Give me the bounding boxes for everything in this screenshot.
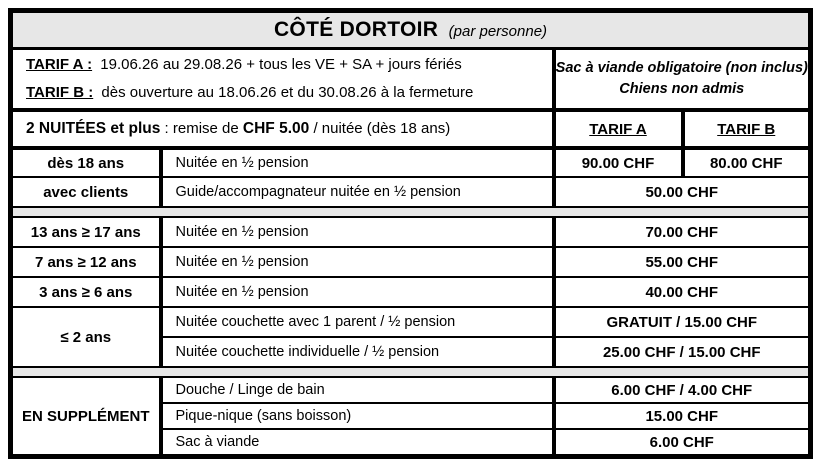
tarif-b-dates: dès ouverture au 18.06.26 et du 30.08.26… (101, 84, 474, 101)
discount-duration-label: 2 NUITÉES et plus (26, 120, 161, 137)
table-row-adults: dès 18 ans Nuitée en ½ pension 90.00 CHF… (9, 147, 812, 178)
section-separator (9, 366, 812, 378)
price-adult-tarif-a: 90.00 CHF (551, 147, 684, 178)
price-douche: 6.00 CHF / 4.00 CHF (551, 376, 812, 404)
row-label-3-6: 3 ans ≥ 6 ans (9, 276, 162, 308)
price-adult-tarif-b: 80.00 CHF (680, 147, 812, 178)
row-label-des-18-ans: dès 18 ans (9, 147, 162, 178)
price-3-6: 40.00 CHF (551, 276, 812, 308)
row-desc-guide: Guide/accompagnateur nuitée en ½ pension (158, 176, 555, 208)
row-desc-nuitee-adulte: Nuitée en ½ pension (158, 147, 555, 178)
tarif-a-header-text: TARIF A (589, 120, 647, 138)
title-row: CÔTÉ DORTOIR (par personne) (9, 9, 812, 50)
price-table-wrapper: CÔTÉ DORTOIR (par personne) TARIF A : 19… (8, 8, 813, 459)
row-label-avec-clients: avec clients (9, 176, 162, 208)
note-sac-a-viande: Sac à viande obligatoire (non inclus) (555, 60, 808, 76)
table-row-13-17: 13 ans ≥ 17 ans Nuitée en ½ pension 70.0… (9, 216, 812, 248)
table-row-toddler-parent: ≤ 2 ans Nuitée couchette avec 1 parent /… (9, 306, 812, 368)
row-desc-13-17: Nuitée en ½ pension (158, 216, 555, 248)
row-label-7-12: 7 ans ≥ 12 ans (9, 246, 162, 278)
page-title: CÔTÉ DORTOIR (par personne) (9, 9, 812, 50)
title-main-text: CÔTÉ DORTOIR (273, 18, 439, 41)
price-7-12: 55.00 CHF (551, 246, 812, 278)
row-desc-couchette-parent: Nuitée couchette avec 1 parent / ½ pensi… (158, 306, 555, 338)
row-label-2-ans: ≤ 2 ans (9, 306, 162, 368)
tariff-legend-cell: TARIF A : 19.06.26 au 29.08.26 + tous le… (9, 47, 555, 112)
dortoir-price-table: CÔTÉ DORTOIR (par personne) TARIF A : 19… (8, 8, 813, 459)
table-row-douche: EN SUPPLÉMENT Douche / Linge de bain 6.0… (9, 376, 812, 458)
discount-info-cell: 2 NUITÉES et plus : remise de CHF 5.00 /… (9, 109, 555, 150)
tarif-b-label: TARIF B : (26, 84, 94, 101)
conditions-note-cell: Sac à viande obligatoire (non inclus) Ch… (551, 47, 812, 112)
separator-band (9, 366, 812, 378)
title-suffix-text: (par personne) (448, 23, 548, 40)
tariff-legend-row: TARIF A : 19.06.26 au 29.08.26 + tous le… (9, 47, 812, 112)
price-guide: 50.00 CHF (551, 176, 812, 208)
discount-amount: CHF 5.00 (242, 120, 310, 137)
section-separator (9, 206, 812, 218)
tarif-a-label: TARIF A : (26, 56, 93, 73)
row-desc-pique-nique: Pique-nique (sans boisson) (158, 402, 555, 430)
price-sac-a-viande: 6.00 CHF (551, 428, 812, 458)
tarif-a-line: TARIF A : 19.06.26 au 29.08.26 + tous le… (13, 51, 552, 79)
row-label-en-supplement: EN SUPPLÉMENT (9, 376, 162, 458)
price-pique-nique: 15.00 CHF (551, 402, 812, 430)
price-couchette-individuelle: 25.00 CHF / 15.00 CHF (551, 336, 812, 368)
row-desc-sac-a-viande: Sac à viande (158, 428, 555, 458)
discount-tail-text: / nuitée (dès 18 ans) (313, 120, 451, 137)
price-couchette-parent: GRATUIT / 15.00 CHF (551, 306, 812, 338)
separator-band (9, 206, 812, 218)
tarif-a-column-header: TARIF A (551, 109, 684, 150)
table-row-guide: avec clients Guide/accompagnateur nuitée… (9, 176, 812, 208)
row-desc-7-12: Nuitée en ½ pension (158, 246, 555, 278)
tarif-b-line: TARIF B : dès ouverture au 18.06.26 et d… (13, 79, 552, 106)
note-chiens: Chiens non admis (619, 81, 745, 97)
tarif-a-dates: 19.06.26 au 29.08.26 + tous les VE + SA … (100, 56, 462, 73)
discount-mid-text: : remise de (164, 120, 239, 137)
column-header-row: 2 NUITÉES et plus : remise de CHF 5.00 /… (9, 109, 812, 150)
table-row-pique-nique: Pique-nique (sans boisson) 15.00 CHF (11, 402, 812, 430)
table-row-3-6: 3 ans ≥ 6 ans Nuitée en ½ pension 40.00 … (9, 276, 812, 308)
price-13-17: 70.00 CHF (551, 216, 812, 248)
row-desc-douche: Douche / Linge de bain (158, 376, 555, 404)
tarif-b-column-header: TARIF B (680, 109, 812, 150)
table-row-7-12: 7 ans ≥ 12 ans Nuitée en ½ pension 55.00… (9, 246, 812, 278)
table-row-toddler-individual: Nuitée couchette individuelle / ½ pensio… (11, 336, 812, 368)
row-desc-couchette-individuelle: Nuitée couchette individuelle / ½ pensio… (158, 336, 555, 368)
row-desc-3-6: Nuitée en ½ pension (158, 276, 555, 308)
tarif-b-header-text: TARIF B (717, 120, 776, 138)
row-label-13-17: 13 ans ≥ 17 ans (9, 216, 162, 248)
